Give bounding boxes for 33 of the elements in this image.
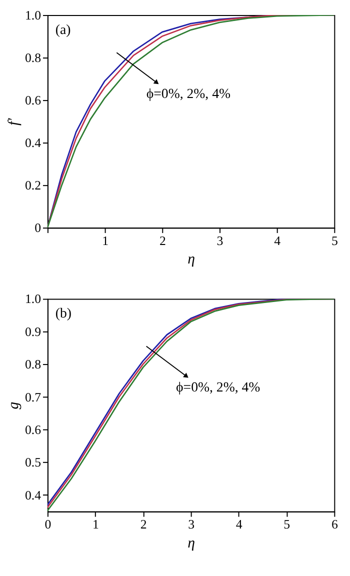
y-tick-label: 0.8 xyxy=(24,50,42,65)
x-tick-label: 2 xyxy=(159,234,166,248)
annotation: (b) xyxy=(55,306,72,321)
y-tick-label: 0.9 xyxy=(24,324,42,339)
annotation: ϕ=0%, 2%, 4% xyxy=(176,380,261,395)
y-tick-label: 0.6 xyxy=(24,94,42,108)
x-tick-label: 6 xyxy=(331,518,338,532)
y-tick-label: 0.7 xyxy=(24,390,42,404)
y-axis-title: g xyxy=(6,402,22,410)
x-axis-title: η xyxy=(188,535,195,552)
x-tick-label: 5 xyxy=(331,234,338,248)
x-tick-label: 3 xyxy=(188,518,195,532)
x-tick-label: 3 xyxy=(216,234,224,248)
x-axis-title: η xyxy=(188,252,195,268)
x-tick-label: 5 xyxy=(284,518,290,532)
x-tick-label: 2 xyxy=(140,518,147,532)
y-tick-label: 0.5 xyxy=(24,456,42,470)
y-tick-label: 0.6 xyxy=(24,423,42,438)
x-tick-label: 4 xyxy=(236,518,243,532)
y-tick-label: 0.4 xyxy=(24,488,42,502)
y-tick-label: 0 xyxy=(34,221,42,236)
y-tick-label: 0.4 xyxy=(24,136,42,150)
x-tick-label: 4 xyxy=(274,234,282,248)
y-tick-label: 0.2 xyxy=(24,178,42,193)
annotation: ϕ=0%, 2%, 4% xyxy=(146,86,232,102)
y-tick-label: 1.0 xyxy=(24,292,42,306)
y-tick-label: 0.8 xyxy=(24,358,42,372)
x-tick-label: 1 xyxy=(102,234,109,248)
y-tick-label: 1.0 xyxy=(24,8,42,22)
y-axis-title: f′ xyxy=(6,117,22,126)
x-tick-label: 0 xyxy=(44,518,52,532)
annotation: (a) xyxy=(55,22,71,37)
x-tick-label: 1 xyxy=(92,518,99,532)
